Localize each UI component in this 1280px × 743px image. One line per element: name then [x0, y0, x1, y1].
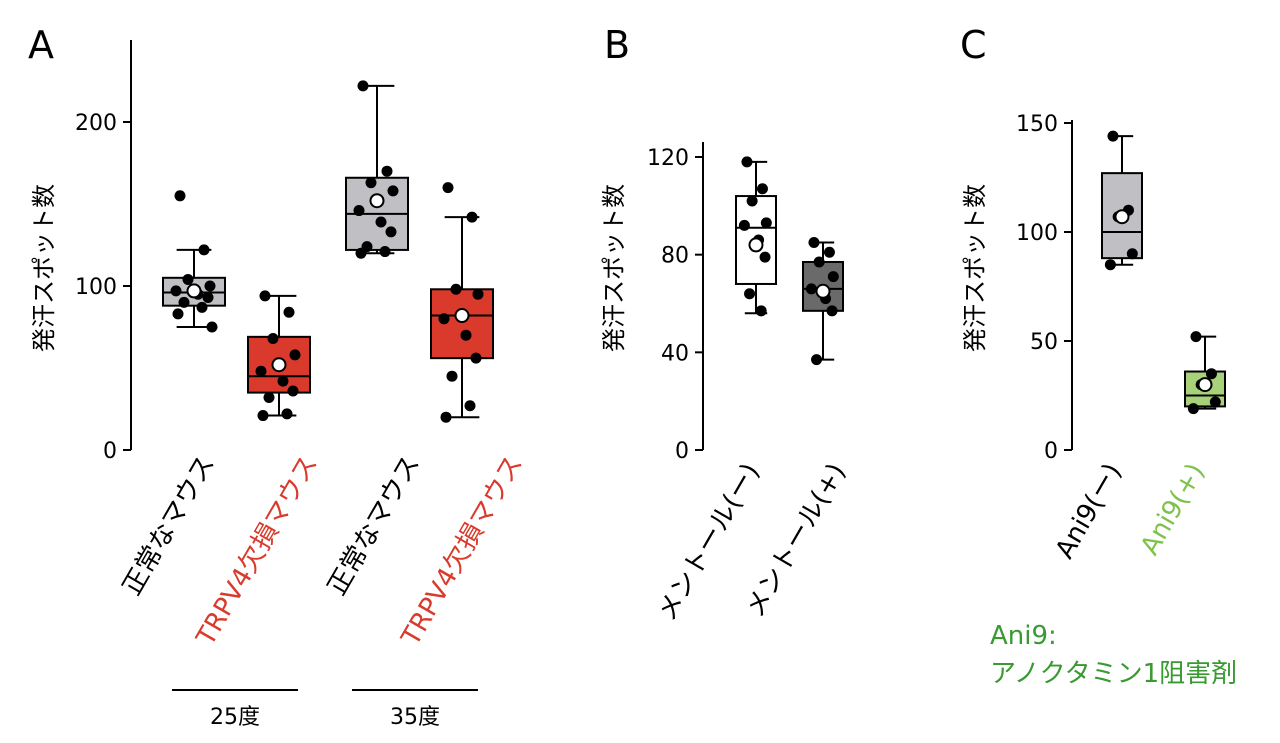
a-box-2-point-1 [259, 290, 271, 302]
a-box-3-point-9 [379, 246, 391, 258]
b-y-tick-label-1: 40 [661, 341, 689, 366]
b-box-2-point-4 [827, 271, 839, 283]
c-box-2-point-4 [1209, 396, 1221, 408]
a-box-2-point-6 [277, 375, 289, 387]
a-box-4-mean [454, 308, 470, 324]
a-y-tick-label-0: 0 [103, 439, 117, 464]
a-box-1-point-11 [206, 321, 218, 333]
a-box-3-mean [369, 193, 385, 209]
b-box-1-point-4 [760, 217, 772, 229]
c-y-tick-label-1: 50 [1030, 330, 1058, 355]
b-box-2-mean [815, 283, 831, 299]
c-box-1-point-1 [1107, 130, 1119, 142]
a-box-2-point-8 [263, 392, 275, 404]
a-box-4-point-10 [440, 411, 452, 423]
a-box-3-point-2 [381, 165, 393, 177]
a-box-3-point-5 [353, 205, 365, 217]
a-box-2-point-7 [287, 385, 299, 397]
b-box-2-point-2 [823, 246, 835, 258]
a-box-3-point-4 [387, 185, 399, 197]
a-y-tick-label-1: 100 [75, 275, 117, 300]
b-y-tick-label-0: 0 [675, 439, 689, 464]
a-box-1-mean [186, 283, 202, 299]
panel-c-label: C [960, 23, 987, 67]
c-box-1-point-4 [1126, 248, 1138, 260]
a-box-1-point-7 [202, 291, 214, 303]
a-y-tick-label-2: 200 [75, 111, 117, 136]
panel-a-label: A [28, 23, 54, 67]
c-box-2-mean [1197, 377, 1213, 393]
c-y-tick-label-3: 150 [1016, 112, 1058, 137]
a-box-4-point-7 [470, 352, 482, 364]
a-box-1-point-8 [178, 296, 190, 308]
b-box-1-point-8 [744, 288, 756, 300]
a-box-1-point-5 [170, 285, 182, 297]
a-box-3-point-10 [355, 247, 367, 259]
b-box-1-mean [748, 237, 764, 253]
a-box-2-point-2 [283, 306, 295, 318]
a-box-4-point-4 [472, 288, 484, 300]
a-box-3-point-1 [357, 80, 369, 92]
b-box-1-point-3 [746, 195, 758, 207]
c-y-tick-label-0: 0 [1044, 439, 1058, 464]
panel-a-y-axis-label: 発汗スポット数 [30, 184, 58, 352]
a-box-4-point-6 [460, 329, 472, 341]
group-label-35: 35度 [390, 705, 440, 730]
panel-b-label: B [604, 23, 630, 67]
panel-b-y-axis-label: 発汗スポット数 [600, 184, 628, 352]
a-box-1-point-3 [182, 273, 194, 285]
b-box-1-point-5 [738, 219, 750, 231]
a-x-label-1: 正常なマウス [117, 451, 221, 601]
a-box-2-point-5 [255, 365, 267, 377]
a-box-2-mean [271, 357, 287, 373]
a-box-4-point-2 [466, 211, 478, 223]
a-box-4-point-3 [450, 283, 462, 295]
a-box-3-point-3 [365, 177, 377, 189]
a-box-1-point-1 [174, 190, 186, 202]
c-note-line-1: Ani9: [990, 621, 1057, 651]
c-x-label-2: Ani9(+) [1135, 459, 1211, 561]
c-box-2-point-5 [1187, 403, 1199, 415]
c-note-line-2: アノクタミン1阻害剤 [990, 659, 1237, 689]
a-box-4-point-8 [446, 370, 458, 382]
a-box-4-iqr [430, 288, 494, 360]
a-box-2-point-9 [281, 408, 293, 420]
a-x-label-3: 正常なマウス [322, 451, 426, 601]
c-x-label-1: Ani9(ー) [1050, 459, 1128, 564]
a-box-1-point-2 [198, 244, 210, 256]
a-box-2-point-3 [267, 332, 279, 344]
c-box-2-point-1 [1190, 331, 1202, 343]
b-box-2-point-3 [813, 256, 825, 268]
b-box-1-point-1 [741, 156, 753, 168]
b-box-2-point-5 [805, 283, 817, 295]
a-box-3-point-6 [375, 216, 387, 228]
c-box-2-point-2 [1205, 368, 1217, 380]
panel-c-y-axis-label: 発汗スポット数 [961, 184, 989, 352]
b-box-1-point-7 [759, 251, 771, 263]
b-box-2-point-1 [808, 236, 820, 248]
c-y-tick-label-2: 100 [1016, 221, 1058, 246]
b-box-2-point-8 [811, 354, 823, 366]
c-box-1-point-5 [1104, 259, 1116, 271]
c-box-1-mean [1114, 209, 1130, 225]
a-box-4-point-5 [438, 313, 450, 325]
a-box-1-point-9 [196, 301, 208, 313]
a-box-4-point-1 [442, 182, 454, 194]
group-label-25: 25度 [210, 705, 260, 730]
b-box-1-point-2 [756, 183, 768, 195]
a-box-1-point-4 [204, 280, 216, 292]
a-box-2-point-4 [289, 349, 301, 361]
b-y-tick-label-2: 80 [661, 244, 689, 269]
a-box-1-point-10 [172, 308, 184, 320]
panel-c: C 発汗スポット数 0 50 100 150 Ani9(ー) Ani9(+) Ani9… [960, 23, 1237, 689]
a-box-4-point-9 [464, 400, 476, 412]
a-box-2-point-10 [257, 410, 269, 422]
b-box-1-point-9 [755, 305, 767, 317]
a-box-3-point-7 [385, 226, 397, 238]
b-box-2-point-7 [826, 305, 838, 317]
b-y-tick-label-3: 120 [647, 146, 689, 171]
